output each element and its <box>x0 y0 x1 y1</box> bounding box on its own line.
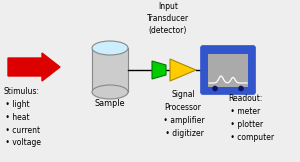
Ellipse shape <box>92 85 128 99</box>
Text: Input
Transducer
(detector): Input Transducer (detector) <box>147 2 189 35</box>
FancyArrow shape <box>8 53 60 81</box>
FancyBboxPatch shape <box>200 46 256 94</box>
Bar <box>208 54 248 87</box>
Polygon shape <box>170 59 196 81</box>
Bar <box>92 48 128 92</box>
Text: Sample: Sample <box>95 99 125 108</box>
Ellipse shape <box>92 41 128 55</box>
Circle shape <box>212 86 218 91</box>
Text: Readout:
 • meter
 • plotter
 • computer: Readout: • meter • plotter • computer <box>228 94 274 142</box>
Circle shape <box>238 86 244 91</box>
Text: Signal
Processor
 • amplifier
 • digitizer: Signal Processor • amplifier • digitizer <box>161 90 205 138</box>
Polygon shape <box>152 61 166 79</box>
Text: Stimulus:
 • light
 • heat
 • current
 • voltage: Stimulus: • light • heat • current • vol… <box>3 87 41 147</box>
